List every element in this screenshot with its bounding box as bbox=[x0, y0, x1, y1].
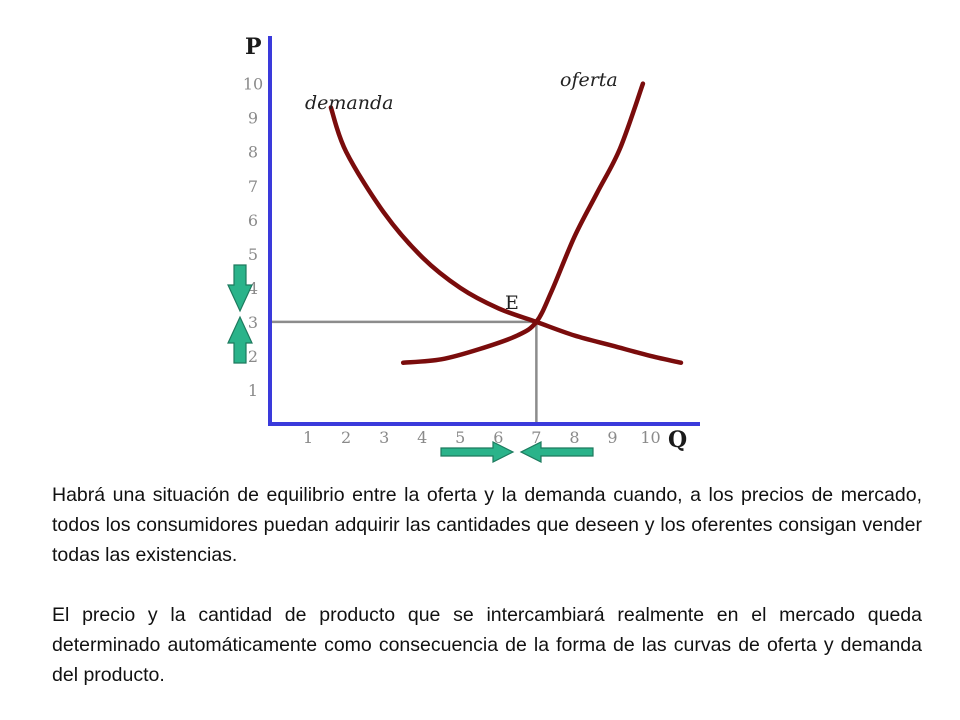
demand-curve-label: demanda bbox=[305, 92, 393, 114]
y-tick-label: 8 bbox=[248, 143, 258, 162]
oferta-curve bbox=[400, 81, 646, 365]
y-tick-label: 3 bbox=[248, 313, 258, 332]
x-tick-label: 7 bbox=[531, 428, 541, 447]
arrow-down bbox=[227, 264, 253, 313]
y-tick-label: 5 bbox=[248, 245, 258, 264]
x-tick-label: 8 bbox=[569, 428, 579, 447]
y-tick-label: 10 bbox=[243, 75, 263, 94]
x-tick-label: 9 bbox=[607, 428, 617, 447]
arrow-up bbox=[227, 315, 253, 364]
x-tick-label: 2 bbox=[341, 428, 351, 447]
y-tick-label: 7 bbox=[248, 177, 258, 196]
tick-labels: 1 2 3 4 5 6 7 8 9 10 1 2 3 4 5 6 7 8 9 10 bbox=[243, 75, 661, 447]
paragraph-price-quantity: El precio y la cantidad de producto que … bbox=[52, 604, 922, 686]
x-tick-label: 3 bbox=[379, 428, 389, 447]
y-tick-label: 4 bbox=[248, 279, 258, 298]
chart-labels: P Q demanda oferta E bbox=[245, 34, 687, 453]
x-tick-label: 4 bbox=[417, 428, 427, 447]
x-tick-label: 5 bbox=[455, 428, 465, 447]
equilibrium-label: E bbox=[505, 292, 519, 314]
supply-demand-chart: 1 2 3 4 5 6 7 8 9 10 1 2 3 4 5 6 7 8 9 10 P Q demanda ofert… bbox=[227, 34, 700, 463]
y-tick-label: 1 bbox=[248, 381, 258, 400]
explanation-text: Habrá una situación de equilibrio entre … bbox=[52, 480, 922, 720]
supply-curve-label: oferta bbox=[560, 69, 618, 91]
y-tick-label: 2 bbox=[248, 347, 258, 366]
y-tick-label: 6 bbox=[248, 211, 258, 230]
y-tick-label: 9 bbox=[248, 109, 258, 128]
x-tick-label: 6 bbox=[493, 428, 503, 447]
demanda-curve bbox=[328, 105, 684, 365]
x-axis-title: Q bbox=[668, 427, 687, 453]
arrow-right bbox=[440, 441, 515, 463]
arrow-left bbox=[519, 441, 594, 463]
axes bbox=[268, 36, 700, 426]
equilibrium-guides bbox=[270, 320, 538, 424]
x-tick-label: 10 bbox=[640, 428, 660, 447]
curves bbox=[328, 81, 684, 365]
x-tick-label: 1 bbox=[303, 428, 313, 447]
paragraph-equilibrium: Habrá una situación de equilibrio entre … bbox=[52, 484, 922, 566]
adjustment-arrows bbox=[227, 264, 594, 463]
y-axis-title: P bbox=[245, 34, 262, 60]
